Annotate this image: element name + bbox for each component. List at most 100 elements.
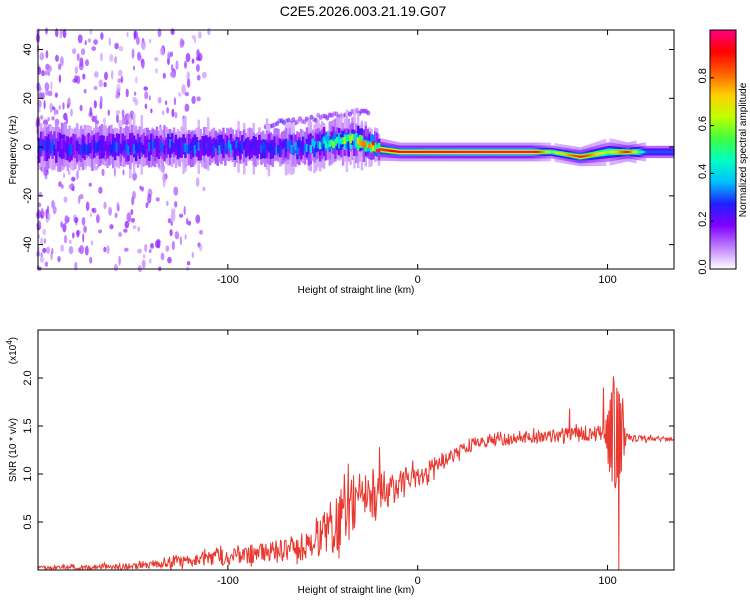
spectrum-noise-blob [132,96,137,103]
spectrum-ridge-cell [575,155,578,158]
spectrum-noise-blob [81,217,86,226]
spectrum-ridge-cell [315,144,318,153]
spectrum-noise-blob [170,28,175,35]
spectrum-noise-blob [116,201,120,210]
spectrum-noise-blob [201,71,207,79]
spectrum-ridge-cell [110,144,113,155]
spectrum-ridge-cell [651,150,654,154]
spectrum-noise-blob [43,100,46,110]
spectrum-noise-blob [46,205,50,214]
spectrum-noise-blob [148,95,151,101]
spectrum-noise-blob [183,205,186,216]
spectrum-ridge-cell [55,138,58,149]
spectrum-ridge-cell [535,150,538,153]
spectrum-ridge-cell [668,150,671,154]
spectrum-ridge-cell [336,136,339,144]
spectrum-noise-blob [126,31,129,38]
spectrum-ridge-cell [303,144,307,153]
spectrum-noise-blob [169,51,174,57]
spectrum-noise-blob [55,109,59,115]
colorbar-ticks: 0.0 0.2 0.4 0.6 0.8 [697,68,714,275]
spectrum-ridge-cell [38,137,41,163]
spectrum-ridge-cell [436,150,440,153]
spectrum-ridge-cell [531,150,535,153]
spectrum-ridge-cell [590,153,593,157]
spectrum-ridge-cell [533,150,536,153]
colorbar: 0.0 0.2 0.4 0.6 0.8 Normalized spectral ampl… [697,29,749,275]
spectrum-noise-blob [62,28,67,39]
spectrum-ridge-cell [178,145,181,155]
spectrum-ridge-cell [565,153,569,156]
spectrum-ridge-cell [263,143,267,153]
spectrum-ridge-cell [524,150,527,153]
spectrum-noise-blob [195,177,200,188]
spectrum-ridge-cell [647,150,650,154]
spectrum-ridge-cell [615,150,618,154]
spectrum-ridge-cell [246,143,250,152]
spectrum-ridge-cell [140,143,143,153]
spectrum-ridge-cell [288,139,292,148]
spectrum-ridge-cell [307,135,311,154]
spectrum-noise-blob [115,110,121,115]
spectrum-ridge-cell [203,140,206,150]
spectrum-ridge-cell [639,150,643,154]
spectrum-noise-blob [195,56,201,61]
spectrum-ridge-cell [664,150,667,154]
spectrum-ridge-cell [385,149,388,152]
spectrum-ridge-cell [95,142,98,153]
spectrum-ridge-cell [368,143,371,148]
snr-y-tick-label: 1.5 [22,418,34,433]
spectrum-ridge-cell [450,150,453,153]
spectrum-noise-blob [72,232,75,239]
spectrum-noise-blob [83,225,87,233]
spectrum-ridge-cell [419,150,423,153]
spectrum-noise-blob [101,168,105,177]
spectrum-noise-blob [171,71,176,78]
spectrum-ridge-cell [55,138,58,163]
spectrum-ridge-cell [514,150,517,153]
spectrum-ridge-cell [311,138,314,147]
spectrum-ridge-cell [632,150,635,154]
spectrum-ridge-cell [265,142,269,151]
spectrum-ridge-cell [296,146,299,155]
spectrum-ridge-cell [91,139,94,151]
snr-x-ticks: -100 0 100 [217,330,617,587]
spectrum-ridge-cell [125,143,128,153]
spectrum-ridge-cell [275,135,278,154]
spectrum-ridge-cell [421,150,424,153]
spectrum-noise-blob [81,48,86,56]
spectrum-noise-blob [141,62,145,69]
spectrum-ridge-cell [292,146,295,155]
spectrum-ridge-cell [358,140,362,147]
spectrum-ridge-cell [353,133,356,149]
spectrum-noise-blob [91,208,95,213]
spectrum-noise-blob [141,259,146,269]
spectrum-ridge-cell [457,150,461,153]
spectrum-ridge-cell [658,150,662,154]
spectrum-noise-blob [157,28,162,38]
spectrum-noise-blob [170,212,176,222]
spectrum-ridge-cell [286,140,290,149]
spectrum-noise-blob [207,27,211,36]
spectrum-ridge-cell [277,144,280,154]
spectrum-ridge-cell [637,150,641,154]
spectrum-noise-blob [137,226,140,232]
spectrogram-y-label: Frequency (Hz) [8,116,19,185]
spectrum-noise-blob [173,97,176,106]
snr-x-tick-label: 0 [415,575,421,587]
snr-y-ticks: 0.5 1.0 1.5 2.0 [22,370,674,530]
spectrum-noise-blob [55,54,59,62]
spectrum-ridge-cell [567,153,571,156]
spectrum-ridge-cell [282,140,286,160]
spectrum-ridge-cell [62,140,66,152]
spectrum-noise-blob [159,47,165,56]
spectrum-noise-blob [91,46,96,51]
spectrum-noise-blob [74,75,78,83]
spectrum-ridge-cell [205,139,208,149]
spectrum-ridge-cell [345,135,349,142]
spectrum-ridge-cell [622,150,626,154]
spectrum-ridge-cell [315,133,318,151]
spectrum-noise-blob [58,181,62,187]
spectrum-ridge-cell [180,145,183,155]
spectrum-noise-blob [154,57,159,62]
